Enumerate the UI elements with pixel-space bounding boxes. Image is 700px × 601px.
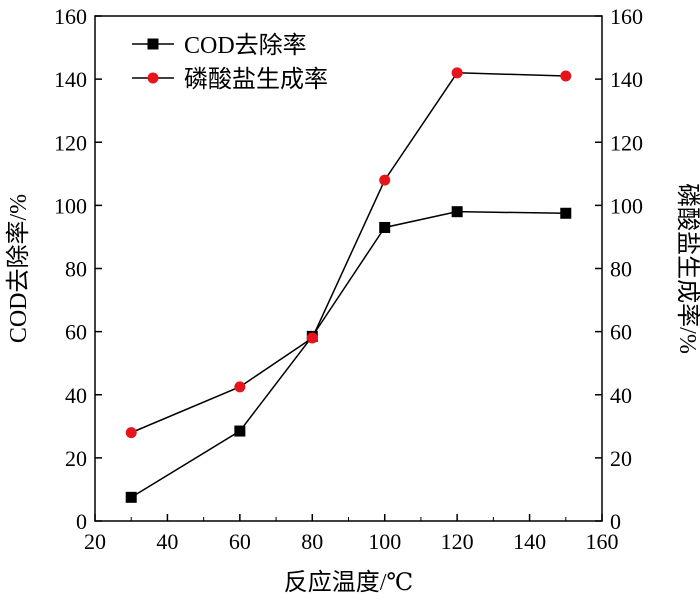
data-point bbox=[560, 207, 572, 219]
data-point bbox=[451, 67, 463, 79]
y-left-tick-label: 140 bbox=[54, 67, 87, 92]
x-tick-label: 100 bbox=[368, 529, 401, 554]
y-right-tick-label: 140 bbox=[610, 67, 643, 92]
y-axis-left-title: COD去除率/% bbox=[5, 194, 32, 343]
series-layer bbox=[125, 67, 572, 503]
x-axis-title: 反应温度/℃ bbox=[284, 569, 414, 596]
data-point bbox=[234, 425, 246, 437]
data-point bbox=[451, 206, 463, 218]
y-left-tick-label: 0 bbox=[76, 509, 87, 534]
y-right-tick-label: 0 bbox=[610, 509, 621, 534]
y-right-tick-label: 160 bbox=[610, 4, 643, 29]
legend-label: 磷酸盐生成率 bbox=[184, 66, 328, 93]
legend-item: COD去除率 bbox=[132, 32, 307, 59]
y-axis-right-title: 磷酸盐生成率/% bbox=[674, 183, 700, 354]
series-line bbox=[130, 210, 566, 498]
data-point bbox=[560, 70, 572, 82]
plot-border bbox=[94, 15, 603, 522]
data-point bbox=[379, 221, 391, 233]
series-line bbox=[130, 72, 566, 434]
legend-label: COD去除率 bbox=[184, 32, 307, 59]
y-right-tick-label: 100 bbox=[610, 193, 643, 218]
data-point bbox=[125, 427, 137, 439]
y-left-tick-label: 120 bbox=[54, 130, 87, 155]
x-tick-label: 20 bbox=[84, 529, 106, 554]
y-left-tick-label: 80 bbox=[65, 257, 87, 282]
x-tick-label: 160 bbox=[586, 529, 619, 554]
series-2 bbox=[125, 67, 572, 439]
legend-marker bbox=[147, 72, 159, 84]
y-right-tick-label: 80 bbox=[610, 257, 632, 282]
y-right-tick-label: 40 bbox=[610, 383, 632, 408]
y-left-tick-label: 160 bbox=[54, 4, 87, 29]
y-right-tick-label: 120 bbox=[610, 130, 643, 155]
data-point bbox=[306, 332, 318, 344]
y-left-tick-label: 100 bbox=[54, 193, 87, 218]
x-tick-label: 140 bbox=[513, 529, 546, 554]
legend-marker bbox=[147, 38, 159, 50]
x-tick-label: 60 bbox=[229, 529, 251, 554]
y-right-tick-label: 20 bbox=[610, 446, 632, 471]
y-left-tick-label: 40 bbox=[65, 383, 87, 408]
data-point bbox=[379, 174, 391, 186]
y-left-tick-label: 20 bbox=[65, 446, 87, 471]
x-tick-label: 40 bbox=[156, 529, 178, 554]
data-point bbox=[125, 491, 137, 503]
x-tick-label: 80 bbox=[301, 529, 323, 554]
y-left-tick-label: 60 bbox=[65, 320, 87, 345]
y-right-tick-label: 60 bbox=[610, 320, 632, 345]
x-tick-label: 120 bbox=[441, 529, 474, 554]
series-1 bbox=[125, 206, 572, 503]
plot-frame bbox=[94, 15, 603, 522]
data-point bbox=[234, 381, 246, 393]
legend-item: 磷酸盐生成率 bbox=[132, 66, 328, 93]
